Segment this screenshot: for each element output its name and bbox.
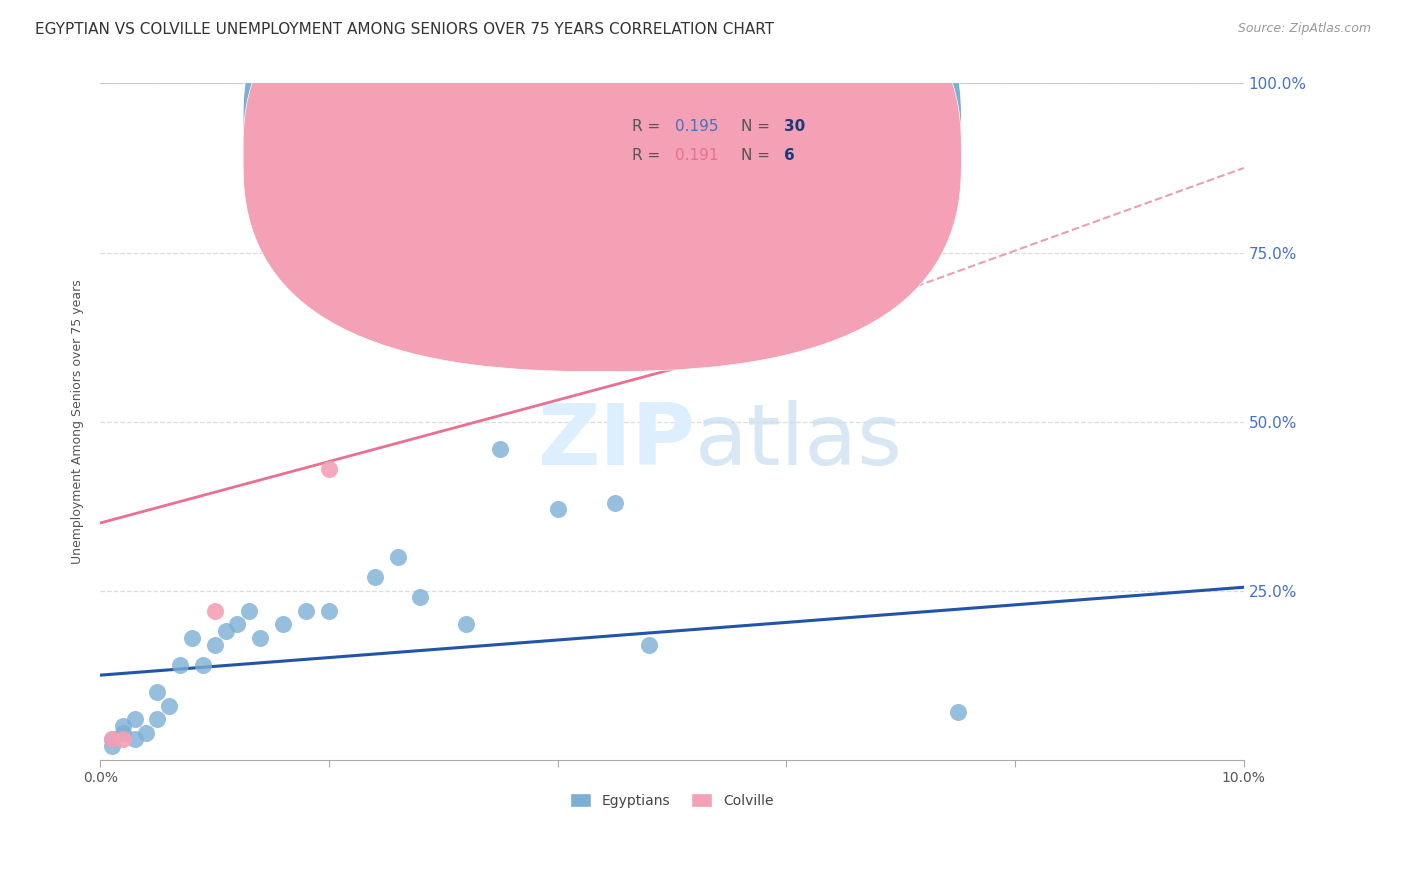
Text: ZIP: ZIP bbox=[537, 401, 695, 483]
Point bbox=[638, 638, 661, 652]
Point bbox=[489, 442, 512, 456]
Point bbox=[318, 604, 340, 618]
Point bbox=[112, 732, 135, 747]
Point bbox=[271, 617, 294, 632]
Point bbox=[146, 712, 169, 726]
Text: EGYPTIAN VS COLVILLE UNEMPLOYMENT AMONG SENIORS OVER 75 YEARS CORRELATION CHART: EGYPTIAN VS COLVILLE UNEMPLOYMENT AMONG … bbox=[35, 22, 775, 37]
Point bbox=[603, 496, 626, 510]
Text: 30: 30 bbox=[785, 119, 806, 134]
Point bbox=[169, 658, 191, 673]
Text: 0.195: 0.195 bbox=[675, 119, 718, 134]
Point bbox=[112, 725, 135, 739]
Point bbox=[100, 732, 122, 747]
Point bbox=[318, 462, 340, 476]
FancyBboxPatch shape bbox=[243, 0, 962, 342]
Point bbox=[946, 706, 969, 720]
Text: Source: ZipAtlas.com: Source: ZipAtlas.com bbox=[1237, 22, 1371, 36]
Text: atlas: atlas bbox=[695, 401, 903, 483]
Point bbox=[226, 617, 249, 632]
Point bbox=[695, 77, 717, 91]
Point bbox=[204, 604, 226, 618]
Point bbox=[238, 604, 260, 618]
Point bbox=[456, 617, 478, 632]
Point bbox=[146, 685, 169, 699]
Point bbox=[100, 739, 122, 754]
Text: 0.191: 0.191 bbox=[675, 148, 718, 163]
Point bbox=[191, 658, 214, 673]
Point bbox=[204, 638, 226, 652]
Point bbox=[124, 712, 146, 726]
Point bbox=[387, 549, 409, 564]
Y-axis label: Unemployment Among Seniors over 75 years: Unemployment Among Seniors over 75 years bbox=[72, 279, 84, 564]
Point bbox=[547, 502, 569, 516]
Point bbox=[180, 631, 202, 645]
Point bbox=[215, 624, 238, 639]
Legend: Egyptians, Colville: Egyptians, Colville bbox=[565, 788, 779, 814]
Point bbox=[295, 604, 318, 618]
Text: R =: R = bbox=[631, 148, 665, 163]
Point bbox=[249, 631, 271, 645]
FancyBboxPatch shape bbox=[243, 0, 962, 372]
Point bbox=[124, 732, 146, 747]
Point bbox=[112, 719, 135, 733]
Point bbox=[363, 570, 385, 584]
Text: 6: 6 bbox=[785, 148, 794, 163]
FancyBboxPatch shape bbox=[569, 97, 838, 181]
Point bbox=[157, 698, 180, 713]
Point bbox=[100, 732, 122, 747]
Point bbox=[409, 591, 432, 605]
Point bbox=[661, 77, 683, 91]
Text: N =: N = bbox=[741, 148, 775, 163]
Text: R =: R = bbox=[631, 119, 665, 134]
Text: N =: N = bbox=[741, 119, 775, 134]
Point bbox=[135, 725, 157, 739]
